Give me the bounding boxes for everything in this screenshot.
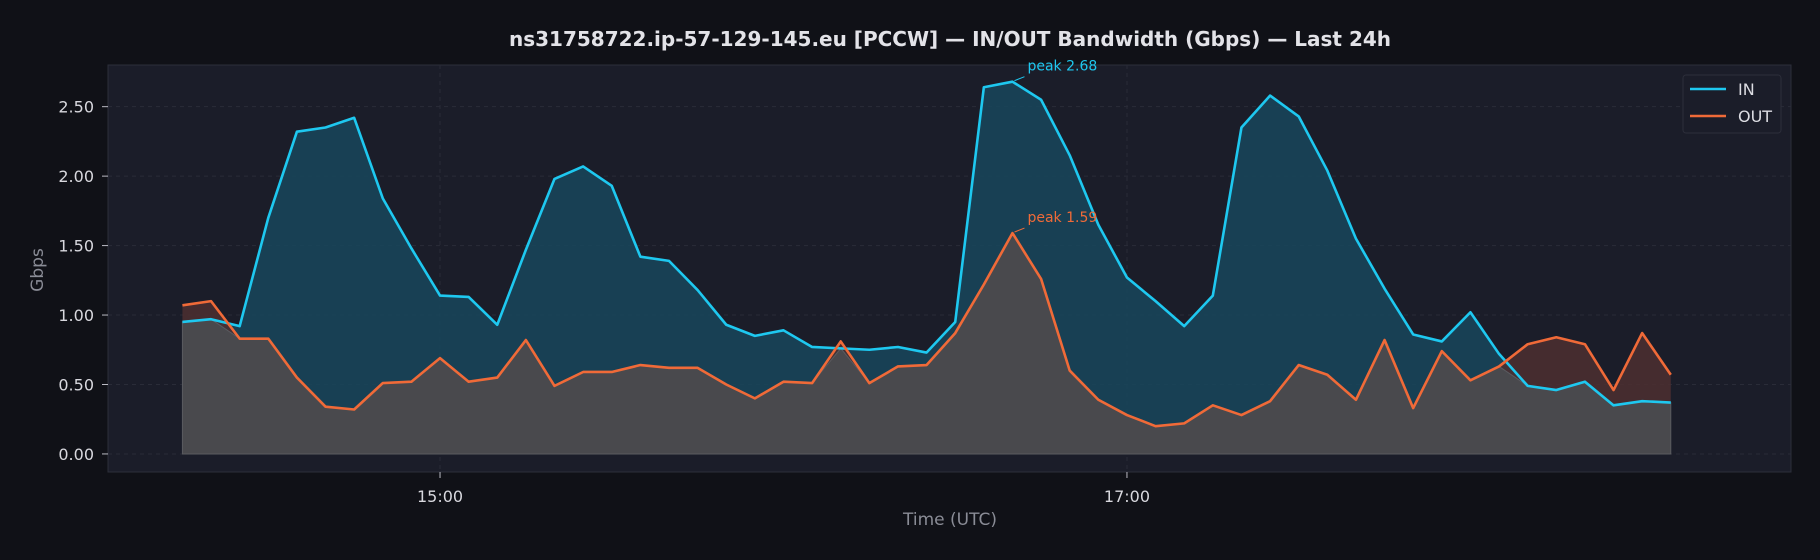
x-tick-label: 17:00	[1104, 487, 1150, 506]
legend-label-out: OUT	[1738, 107, 1772, 126]
y-tick-label: 1.00	[58, 306, 94, 325]
x-axis-label: Time (UTC)	[902, 510, 997, 530]
x-tick-label: 15:00	[417, 487, 463, 506]
y-axis-label: Gbps	[28, 248, 48, 292]
y-tick-label: 2.00	[58, 167, 94, 186]
peak-pointer	[1014, 227, 1025, 233]
peak-annotations: peak 2.68 peak 1.59	[1014, 59, 1097, 233]
y-tick-label: 0.50	[58, 375, 94, 394]
peak-label-in: peak 2.68	[1027, 59, 1097, 75]
chart-title: ns31758722.ip-57-129-145.eu [PCCW] — IN/…	[509, 27, 1391, 51]
peak-pointer	[1014, 76, 1025, 82]
y-tick-label: 0.00	[58, 445, 94, 464]
line-in	[182, 80, 1671, 407]
line-out	[182, 231, 1672, 428]
area-in	[182, 81, 1671, 454]
y-tick-label: 2.50	[58, 98, 94, 117]
legend: IN OUT	[1682, 74, 1782, 134]
series-lines	[182, 80, 1672, 428]
legend-label-in: IN	[1738, 80, 1755, 99]
y-tick-label: 1.50	[58, 237, 94, 256]
peak-label-out: peak 1.59	[1027, 210, 1097, 226]
axis-ticks: 0.00 0.50 1.00 1.50 2.00 2.50 15:00 17:00	[58, 98, 1150, 506]
